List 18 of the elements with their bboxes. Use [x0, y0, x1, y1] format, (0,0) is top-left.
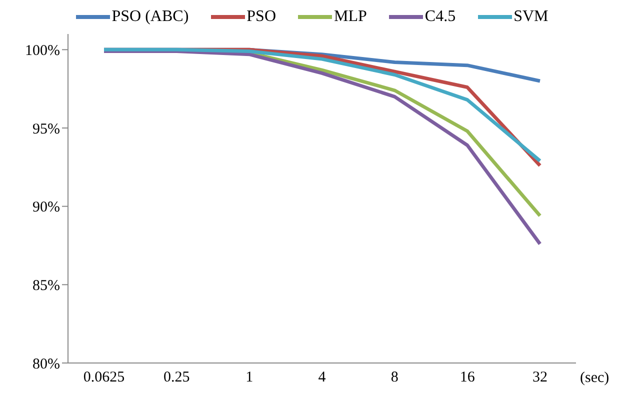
y-tick-label: 100%: [25, 42, 60, 59]
x-tick-label: 0.0625: [83, 370, 125, 386]
x-tick-label: 4: [318, 370, 326, 386]
x-tick-label: 16: [460, 370, 476, 386]
x-tick-label: 8: [390, 370, 398, 386]
x-tick-label: 0.25: [164, 370, 190, 386]
y-tick-label: 90%: [32, 200, 60, 216]
y-tick-label: 95%: [32, 121, 60, 138]
y-tick-label: 80%: [32, 356, 60, 372]
x-tick-label: 32: [532, 370, 548, 386]
x-axis-title: (sec): [580, 370, 610, 387]
x-tick-label: 1: [246, 370, 254, 386]
legend-label: MLP: [334, 8, 367, 26]
legend-label: C4.5: [424, 8, 456, 26]
legend-label: PSO: [246, 8, 276, 26]
y-tick-label: 85%: [32, 278, 60, 294]
legend-label: PSO (ABC): [112, 8, 189, 26]
legend-label: SVM: [514, 8, 548, 26]
